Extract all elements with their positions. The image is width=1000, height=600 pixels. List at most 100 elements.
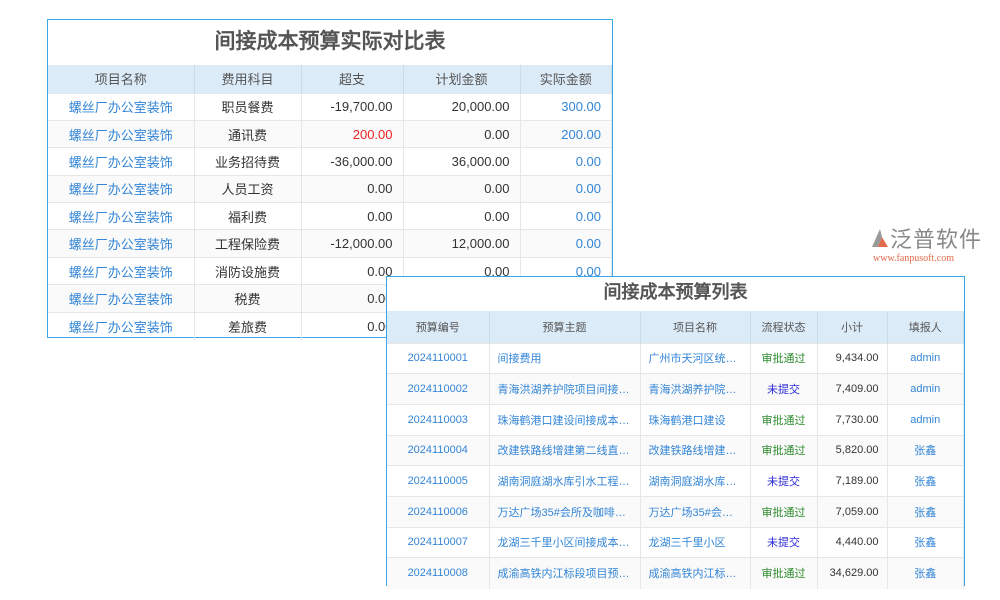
project-name-link[interactable]: 螺丝厂办公室装饰 [48,174,195,203]
actual-amount: 300.00 [520,92,612,121]
logo-url: www.fanpusoft.com [873,253,955,264]
table-row: 螺丝厂办公室装饰 通讯费 200.00 0.00 200.00 [48,119,612,148]
actual-amount: 0.00 [520,147,612,176]
project-name-link[interactable]: 广州市天河区统… [640,342,751,374]
budget-subject-link[interactable]: 湖南洞庭湖水库引水工程… [489,465,641,497]
table-row[interactable]: 2024110002 青海洪湖养护院项目间接… 青海洪湖养护院… 未提交 7,409.0… [387,373,964,405]
budget-id-link[interactable]: 2024110007 [387,526,490,558]
table-row: 螺丝厂办公室装饰 业务招待费 -36,000.00 36,000.00 0.00 [48,147,612,176]
budget-list-panel: 间接成本预算列表 预算编号 预算主题 项目名称 流程状态 小计 填报人 202411000… [386,276,965,589]
workflow-status: 审批通过 [750,495,818,528]
subtotal: 7,059.00 [817,495,888,528]
overrun-amount: -19,700.00 [301,92,404,121]
project-name-link[interactable]: 螺丝厂办公室装饰 [48,119,195,148]
reporter: 张鑫 [887,434,964,466]
subtotal: 7,730.00 [817,403,888,436]
budget-id-link[interactable]: 2024110001 [387,342,490,374]
project-name-link[interactable]: 青海洪湖养护院… [640,373,751,405]
budget-id-link[interactable]: 2024110004 [387,434,490,466]
budget-id-link[interactable]: 2024110002 [387,373,490,405]
budget-id-link[interactable]: 2024110005 [387,465,490,497]
planned-amount: 0.00 [403,119,521,148]
column-header[interactable]: 费用科目 [194,65,302,93]
budget-list-table: 预算编号 预算主题 项目名称 流程状态 小计 填报人 2024110001 间接费用 广州市天… [387,311,964,589]
project-name-link[interactable]: 珠海鹤港口建设 [640,403,751,436]
budget-subject-link[interactable]: 珠海鹤港口建设间接成本… [489,403,641,436]
workflow-status: 审批通过 [750,403,818,436]
project-name-link[interactable]: 螺丝厂办公室装饰 [48,284,195,313]
planned-amount: 36,000.00 [403,147,521,176]
actual-amount: 0.00 [520,229,612,258]
column-header[interactable]: 项目名称 [48,65,195,93]
project-name-link[interactable]: 螺丝厂办公室装饰 [48,256,195,285]
column-header[interactable]: 预算编号 [387,311,490,343]
subtotal: 9,434.00 [817,342,888,374]
column-header[interactable]: 实际金额 [520,65,612,93]
table-row[interactable]: 2024110006 万达广场35#会所及咖啡… 万达广场35#会… 审批通过 7,05… [387,495,964,528]
column-header[interactable]: 项目名称 [640,311,751,343]
project-name-link[interactable]: 螺丝厂办公室装饰 [48,147,195,176]
budget-subject-link[interactable]: 成渝高铁内江标段项目预… [489,557,641,589]
table-row: 螺丝厂办公室装饰 福利费 0.00 0.00 0.00 [48,202,612,230]
subtotal: 5,820.00 [817,434,888,466]
project-name-link[interactable]: 成渝高铁内江标… [640,557,751,589]
comparison-title: 间接成本预算实际对比表 [214,30,446,53]
project-name-link[interactable]: 万达广场35#会… [640,495,751,528]
budget-subject-link[interactable]: 万达广场35#会所及咖啡… [489,495,641,528]
budget-id-link[interactable]: 2024110003 [387,403,490,436]
subtotal: 7,189.00 [817,465,888,497]
project-name-link[interactable]: 螺丝厂办公室装饰 [48,311,195,340]
table-row: 螺丝厂办公室装饰 工程保险费 -12,000.00 12,000.00 0.00 [48,229,612,258]
project-name-link[interactable]: 龙湖三千里小区 [640,526,751,558]
column-header[interactable]: 计划金额 [403,65,521,93]
workflow-status: 未提交 [750,526,818,558]
overrun-amount: -12,000.00 [301,229,404,258]
reporter: 张鑫 [887,465,964,497]
workflow-status: 未提交 [750,465,818,497]
project-name-link[interactable]: 螺丝厂办公室装饰 [48,229,195,258]
budget-subject-link[interactable]: 间接费用 [489,342,641,374]
budget-id-link[interactable]: 2024110008 [387,557,490,589]
reporter: 张鑫 [887,495,964,528]
column-header[interactable]: 超支 [301,65,404,93]
budget-id-link[interactable]: 2024110006 [387,495,490,528]
table-row[interactable]: 2024110001 间接费用 广州市天河区统… 审批通过 9,434.00 admin [387,342,964,374]
subtotal: 34,629.00 [817,557,888,589]
column-header[interactable]: 流程状态 [750,311,818,343]
project-name-link[interactable]: 螺丝厂办公室装饰 [48,92,195,121]
table-row[interactable]: 2024110005 湖南洞庭湖水库引水工程… 湖南洞庭湖水库… 未提交 7,189.0… [387,465,964,497]
reporter: admin [887,373,964,405]
actual-amount: 200.00 [520,119,612,148]
column-header[interactable]: 小计 [817,311,888,343]
planned-amount: 20,000.00 [403,92,521,121]
overrun-amount: 0.00 [301,256,404,285]
project-name-link[interactable]: 改建铁路线增建… [640,434,751,466]
cost-item: 工程保险费 [194,229,302,258]
cost-item: 通讯费 [194,119,302,148]
cost-item: 职员餐费 [194,92,302,121]
budget-subject-link[interactable]: 青海洪湖养护院项目间接… [489,373,641,405]
table-row[interactable]: 2024110004 改建铁路线增建第二线直… 改建铁路线增建… 审批通过 5,820.… [387,434,964,466]
reporter: admin [887,403,964,436]
subtotal: 4,440.00 [817,526,888,558]
actual-amount: 0.00 [520,174,612,203]
budget-subject-link[interactable]: 改建铁路线增建第二线直… [489,434,641,466]
fanpusoft-logo: 泛普软件 www.fanpusoft.com [868,222,993,268]
project-name-link[interactable]: 湖南洞庭湖水库… [640,465,751,497]
column-header[interactable]: 填报人 [887,311,964,343]
cost-item: 差旅费 [194,311,302,340]
table-row[interactable]: 2024110007 龙湖三千里小区间接成本… 龙湖三千里小区 未提交 4,440.00… [387,526,964,558]
project-name-link[interactable]: 螺丝厂办公室装饰 [48,202,195,230]
table-row: 螺丝厂办公室装饰 人员工资 0.00 0.00 0.00 [48,174,612,203]
planned-amount: 0.00 [403,202,521,230]
column-header[interactable]: 预算主题 [489,311,641,343]
table-row: 螺丝厂办公室装饰 职员餐费 -19,700.00 20,000.00 300.00 [48,92,612,121]
budget-subject-link[interactable]: 龙湖三千里小区间接成本… [489,526,641,558]
reporter: admin [887,342,964,374]
cost-item: 税费 [194,284,302,313]
table-row[interactable]: 2024110008 成渝高铁内江标段项目预… 成渝高铁内江标… 审批通过 34,629… [387,557,964,589]
table-row[interactable]: 2024110003 珠海鹤港口建设间接成本… 珠海鹤港口建设 审批通过 7,730.0… [387,403,964,436]
reporter: 张鑫 [887,526,964,558]
logo-mark-icon [872,229,888,247]
workflow-status: 审批通过 [750,557,818,589]
